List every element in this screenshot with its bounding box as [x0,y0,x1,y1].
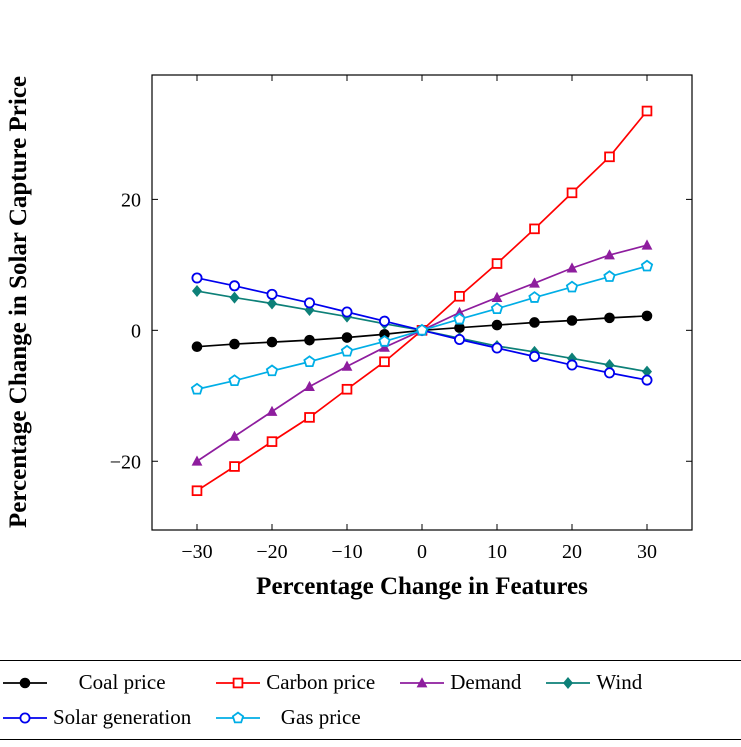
legend-item-demand: Demand [399,670,521,695]
triangle-filled-legend-marker-icon [400,676,445,687]
x-tick-label: −30 [181,541,212,563]
legend: Coal price Carbon price Demand Wind Solar ge… [0,660,741,740]
legend-item-gas-price: Gas price [215,705,375,730]
x-tick-label: 0 [417,541,427,563]
legend-label: Wind [596,670,643,694]
circle-open-legend-marker-icon [3,712,47,723]
legend-item-wind: Wind [545,670,642,695]
legend-label: Demand [450,670,522,694]
legend-item-coal-price: Coal price [2,670,191,695]
legend-label: Carbon price [266,670,376,694]
legend-grid: Coal price Carbon price Demand Wind Solar ge… [2,670,739,730]
y-tick-label: −20 [110,451,141,473]
y-axis-label: Percentage Change in Solar Capture Price [5,76,32,528]
circle-filled-legend-marker-icon [3,677,47,688]
y-tick-label: 20 [121,189,141,211]
series-gas-price [190,259,654,395]
series-demand [191,239,653,466]
plot-area: −30 −20 −10 0 10 20 30 −20 0 20 Percentage Change… [5,74,693,600]
legend-label: Gas price [280,705,361,729]
series-carbon-price [191,105,653,497]
x-tick-label: 30 [637,541,657,563]
legend-label: Coal price [78,670,166,694]
x-tick-label: −20 [256,541,287,563]
x-axis-label: Percentage Change in Features [256,573,588,600]
legend-item-solar-generation: Solar generation [2,705,191,730]
x-tick-label: 20 [562,541,582,563]
square-open-legend-marker-icon [216,677,261,688]
diamond-filled-legend-marker-icon [546,676,591,689]
legend-label: Solar generation [53,705,192,729]
x-tick-label: −10 [331,541,362,563]
plot-content: −30 −20 −10 0 10 20 30 −20 0 20 [110,74,693,563]
pentagon-open-legend-marker-icon [216,710,261,723]
legend-item-carbon-price: Carbon price [215,670,375,695]
y-tick-label: 0 [131,320,141,342]
x-tick-label: 10 [487,541,507,563]
